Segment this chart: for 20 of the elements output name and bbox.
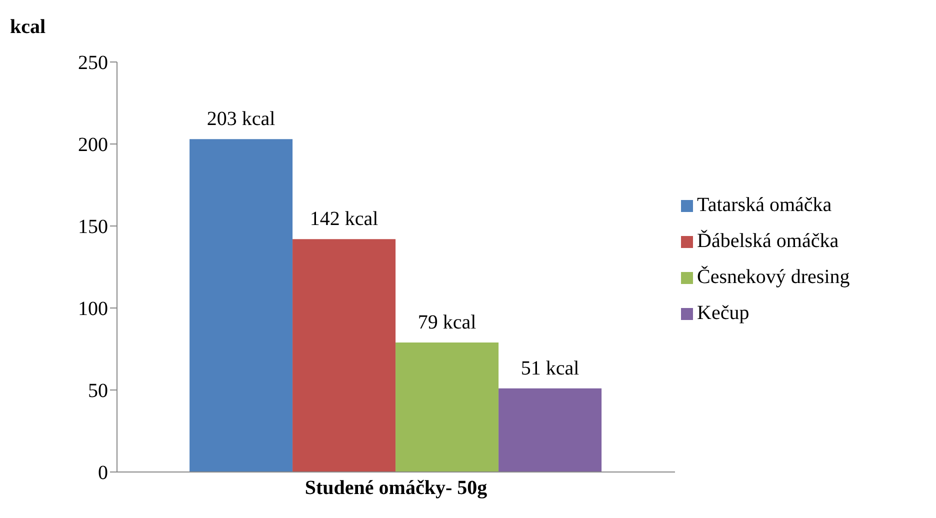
data-label: 51 kcal — [520, 357, 580, 380]
legend-label: Česnekový dresing — [697, 266, 850, 288]
data-label: 203 kcal — [206, 108, 276, 130]
legend-label: Ďábelská omáčka — [697, 230, 839, 252]
y-tick-label: 100 — [78, 298, 108, 320]
bar — [498, 388, 602, 472]
y-tick-label: 200 — [78, 134, 108, 156]
y-tick-label: 150 — [78, 216, 108, 238]
x-tick-label: Studené omáčky- 50g — [304, 477, 488, 500]
y-tick-label: 0 — [98, 462, 108, 484]
bar — [396, 342, 499, 472]
legend-label: Tatarská omáčka — [697, 194, 832, 216]
bar — [190, 139, 293, 472]
y-tick-label: 250 — [78, 52, 108, 74]
bar — [292, 239, 396, 472]
y-tick-label: 50 — [88, 380, 108, 402]
data-label: 142 kcal — [310, 208, 379, 230]
legend-label: Kečup — [697, 302, 750, 324]
y-axis-title: kcal — [10, 16, 46, 39]
data-label: 79 kcal — [418, 311, 477, 334]
